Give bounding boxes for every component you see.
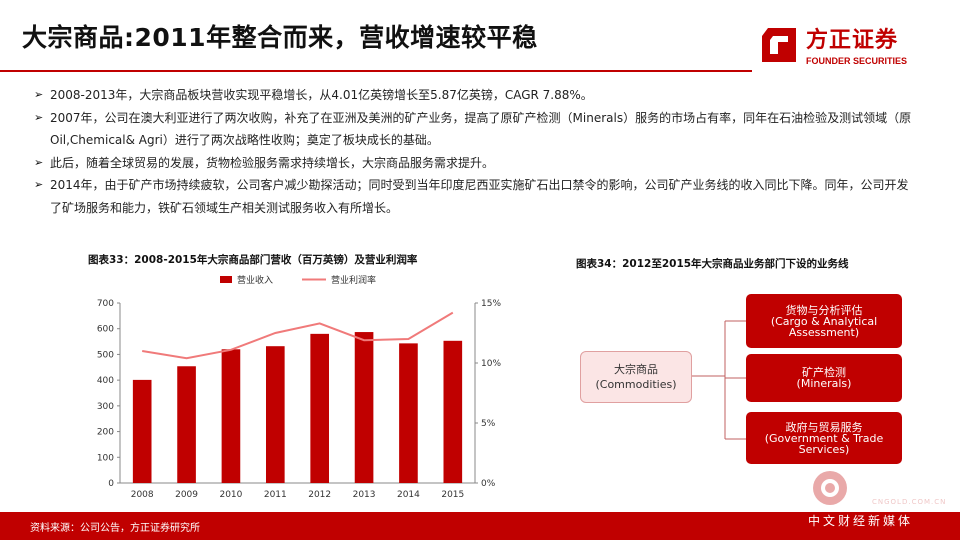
- watermark-url: CNGOLD.COM.CN: [872, 498, 947, 506]
- y-tick-label: 500: [97, 350, 114, 360]
- node-cargo-analytical: 货物与分析评估 (Cargo & Analytical Assessment): [746, 294, 902, 348]
- node-label: 政府与贸易服务: [785, 420, 863, 434]
- cngold-watermark: 中金网 CNGOLD.COM.CN 中文财经新媒体: [808, 468, 948, 532]
- y2-tick-label: 5%: [481, 419, 496, 429]
- x-tick-label: 2011: [264, 490, 287, 500]
- x-tick-label: 2012: [308, 490, 331, 500]
- node-label-en: (Cargo & Analytical: [770, 314, 878, 328]
- bullet-item: 2008-2013年，大宗商品板块营收实现平稳增长，从4.01亿英镑增长至5.8…: [34, 84, 916, 107]
- margin-line: [142, 311, 454, 360]
- y-tick-label: 700: [97, 299, 114, 309]
- bullet-item: 2014年，由于矿产市场持续疲软，公司客户减少勘探活动；同时受到当年印度尼西亚实…: [34, 174, 916, 219]
- hub-label: 大宗商品: [614, 363, 658, 376]
- y-tick-label: 0: [108, 479, 114, 489]
- node-label: 矿产检测: [802, 366, 846, 379]
- title-divider: [0, 70, 752, 72]
- node-label-en: (Government & Trade: [764, 431, 884, 445]
- node-minerals: 矿产检测 (Minerals): [746, 354, 902, 402]
- bullet-item: 2007年，公司在澳大利亚进行了两次收购，补充了在亚洲及美洲的矿产业务，提高了原…: [34, 107, 916, 152]
- revenue-bar: [354, 332, 374, 483]
- brand-name: 方正证券: [806, 28, 899, 53]
- y2-tick-label: 15%: [481, 299, 501, 309]
- x-tick-label: 2015: [441, 490, 464, 500]
- node-label: 货物与分析评估: [785, 303, 863, 317]
- bullet-list: 2008-2013年，大宗商品板块营收实现平稳增长，从4.01亿英镑增长至5.8…: [34, 84, 916, 219]
- node-label-en: Assessment): [788, 325, 860, 339]
- legend-swatch-revenue: [220, 276, 232, 283]
- y-tick-label: 200: [97, 428, 114, 438]
- diagram-title: 图表34：2012至2015年大宗商品业务部门下设的业务线: [576, 258, 849, 270]
- legend-label-margin: 营业利润率: [331, 274, 376, 286]
- chart-title: 图表33：2008-2015年大宗商品部门营收（百万英镑）及营业利润率: [88, 254, 418, 266]
- revenue-bar: [399, 343, 418, 483]
- connector-lines: [691, 320, 746, 440]
- chart-legend: 营业收入 营业利润率: [220, 274, 376, 286]
- revenue-bar: [132, 379, 152, 483]
- revenue-bar: [265, 346, 285, 483]
- y2-tick-label: 10%: [481, 359, 501, 369]
- brand-logo: 方正证券 FOUNDER SECURITIES: [756, 22, 936, 72]
- business-line-diagram: 大宗商品 (Commodities) 货物与分析评估 (Cargo & Anal…: [578, 294, 918, 474]
- cngold-logo-icon: [813, 471, 847, 505]
- revenue-bar: [221, 349, 241, 483]
- x-tick-label: 2008: [131, 490, 154, 500]
- watermark-text: 中金网: [856, 474, 935, 504]
- legend-label-revenue: 营业收入: [237, 274, 273, 286]
- source-note: 资料来源：公司公告，方正证券研究所: [30, 523, 200, 534]
- hub-label-en: (Commodities): [595, 378, 677, 391]
- revenue-bar: [443, 340, 463, 483]
- plot-area: 0 100 200 300 400 500 600 700 0% 5% 10% 15% 2008 2009…: [97, 299, 502, 500]
- revenue-margin-chart: 营业收入 营业利润率 0 100 200 300 400 500 600 700 0% 5% 10%…: [97, 274, 502, 500]
- x-tick-label: 2013: [353, 490, 376, 500]
- y-tick-label: 400: [97, 376, 114, 386]
- watermark-subtitle: 中文财经新媒体: [808, 514, 914, 528]
- x-tick-label: 2010: [219, 490, 242, 500]
- y-tick-label: 100: [97, 453, 114, 463]
- footer-bar: [0, 512, 960, 540]
- hub-commodities: 大宗商品 (Commodities): [580, 351, 692, 403]
- node-government-trade: 政府与贸易服务 (Government & Trade Services): [746, 412, 902, 464]
- node-label-en: (Minerals): [796, 377, 852, 390]
- revenue-bar: [177, 366, 196, 483]
- page-title: 大宗商品:2011年整合而来，营收增速较平稳: [22, 23, 538, 52]
- x-tick-label: 2009: [175, 490, 198, 500]
- x-tick-label: 2014: [397, 490, 420, 500]
- y-tick-label: 600: [97, 325, 114, 335]
- founder-logo-icon: [762, 28, 796, 62]
- revenue-bar: [310, 333, 330, 483]
- bullet-item: 此后，随着全球贸易的发展，货物检验服务需求持续增长，大宗商品服务需求提升。: [34, 152, 916, 175]
- brand-name-en: FOUNDER SECURITIES: [806, 56, 908, 66]
- y-tick-label: 300: [97, 402, 114, 412]
- y2-tick-label: 0%: [481, 479, 496, 489]
- node-label-en: Services): [798, 442, 850, 456]
